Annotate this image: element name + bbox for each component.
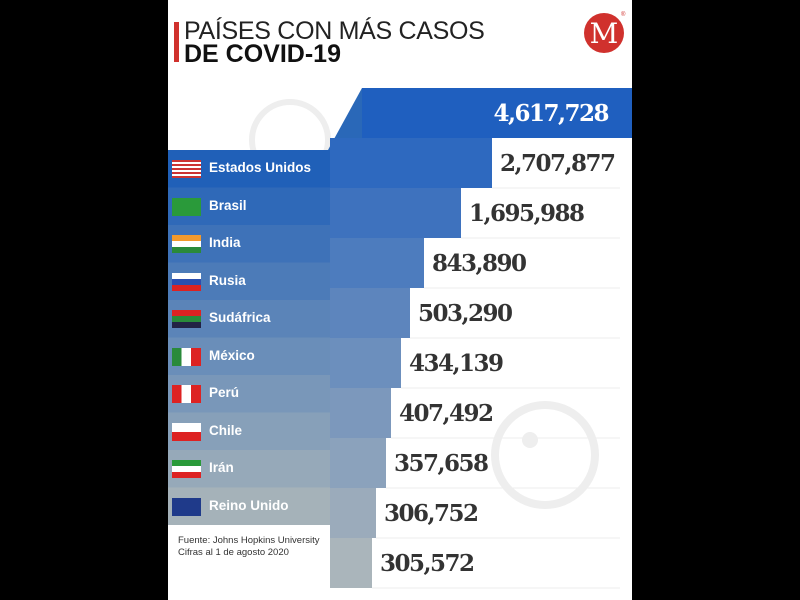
value-label: 503,290 <box>418 300 512 327</box>
country-label: Brasil <box>209 197 247 213</box>
flag-in-icon <box>172 235 201 253</box>
country-label: Sudáfrica <box>209 310 271 325</box>
flag-mx-icon <box>172 347 201 366</box>
title-accent-bar <box>174 22 179 62</box>
title-line-1: PAÍSES CON MÁS CASOS <box>184 17 485 45</box>
country-label: Estados Unidos <box>209 160 312 175</box>
country-label: Reino Unido <box>209 497 289 513</box>
value-label: 4,617,728 <box>493 100 608 127</box>
registered-mark: ® <box>621 12 626 18</box>
bar-slant <box>328 88 362 150</box>
flag-ir-icon <box>172 460 201 478</box>
bar-step <box>330 388 391 438</box>
country-label: México <box>209 347 255 363</box>
bar-step <box>330 188 461 238</box>
country-label: Irán <box>209 460 234 475</box>
value-label: 2,707,877 <box>500 150 615 177</box>
bar-step <box>330 488 376 538</box>
bar-step <box>330 138 492 188</box>
value-label: 434,139 <box>409 350 503 377</box>
value-label: 1,695,988 <box>469 200 584 227</box>
flag-cl-icon <box>172 422 201 441</box>
bar-step <box>330 238 424 288</box>
bar-step <box>330 538 372 588</box>
country-label: Perú <box>209 385 240 400</box>
date-note: Cifras al 1 de agosto 2020 <box>178 547 289 558</box>
value-label: 305,572 <box>380 550 474 577</box>
virus-watermark-dot <box>522 432 538 448</box>
country-label: India <box>209 235 241 250</box>
country-label: Rusia <box>209 272 246 288</box>
country-label: Chile <box>209 422 243 438</box>
bar-step <box>330 288 410 338</box>
bar-step <box>330 338 401 388</box>
bar-step <box>330 438 386 488</box>
flag-us-icon <box>172 160 201 178</box>
title-line-2: DE COVID-19 <box>184 40 341 68</box>
flag-za-icon <box>172 310 201 328</box>
value-label: 407,492 <box>399 400 493 427</box>
flag-ru-icon <box>172 272 201 291</box>
bar-us-top <box>362 88 632 138</box>
flag-br-icon <box>172 197 201 216</box>
source-note: Fuente: Johns Hopkins University <box>178 535 320 546</box>
value-label: 357,658 <box>394 450 488 477</box>
flag-pe-icon <box>172 385 201 403</box>
milenio-logo: M <box>584 13 624 53</box>
flag-gb-icon <box>172 497 201 516</box>
value-label: 843,890 <box>432 250 526 277</box>
value-label: 306,752 <box>384 500 478 527</box>
virus-watermark-icon <box>491 401 599 509</box>
